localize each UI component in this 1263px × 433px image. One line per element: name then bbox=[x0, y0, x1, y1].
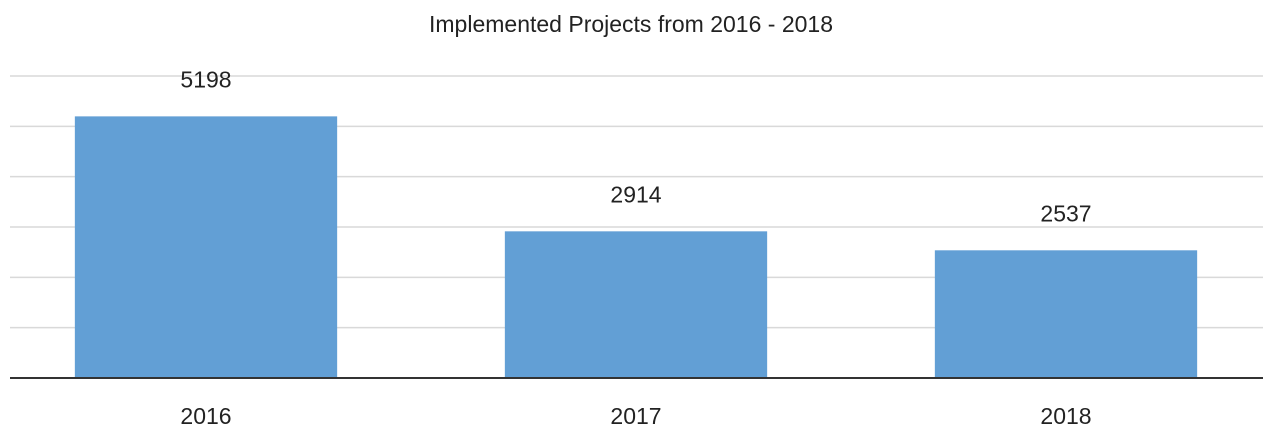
chart-title: Implemented Projects from 2016 - 2018 bbox=[429, 11, 833, 37]
x-tick-label: 2016 bbox=[180, 403, 231, 429]
bar bbox=[74, 116, 338, 378]
bar bbox=[504, 231, 768, 378]
data-label: 2914 bbox=[610, 181, 661, 207]
data-label: 5198 bbox=[180, 66, 231, 92]
x-tick-label: 2017 bbox=[610, 403, 661, 429]
bar bbox=[934, 250, 1198, 378]
x-tick-label: 2018 bbox=[1040, 403, 1091, 429]
data-label: 2537 bbox=[1040, 200, 1091, 226]
